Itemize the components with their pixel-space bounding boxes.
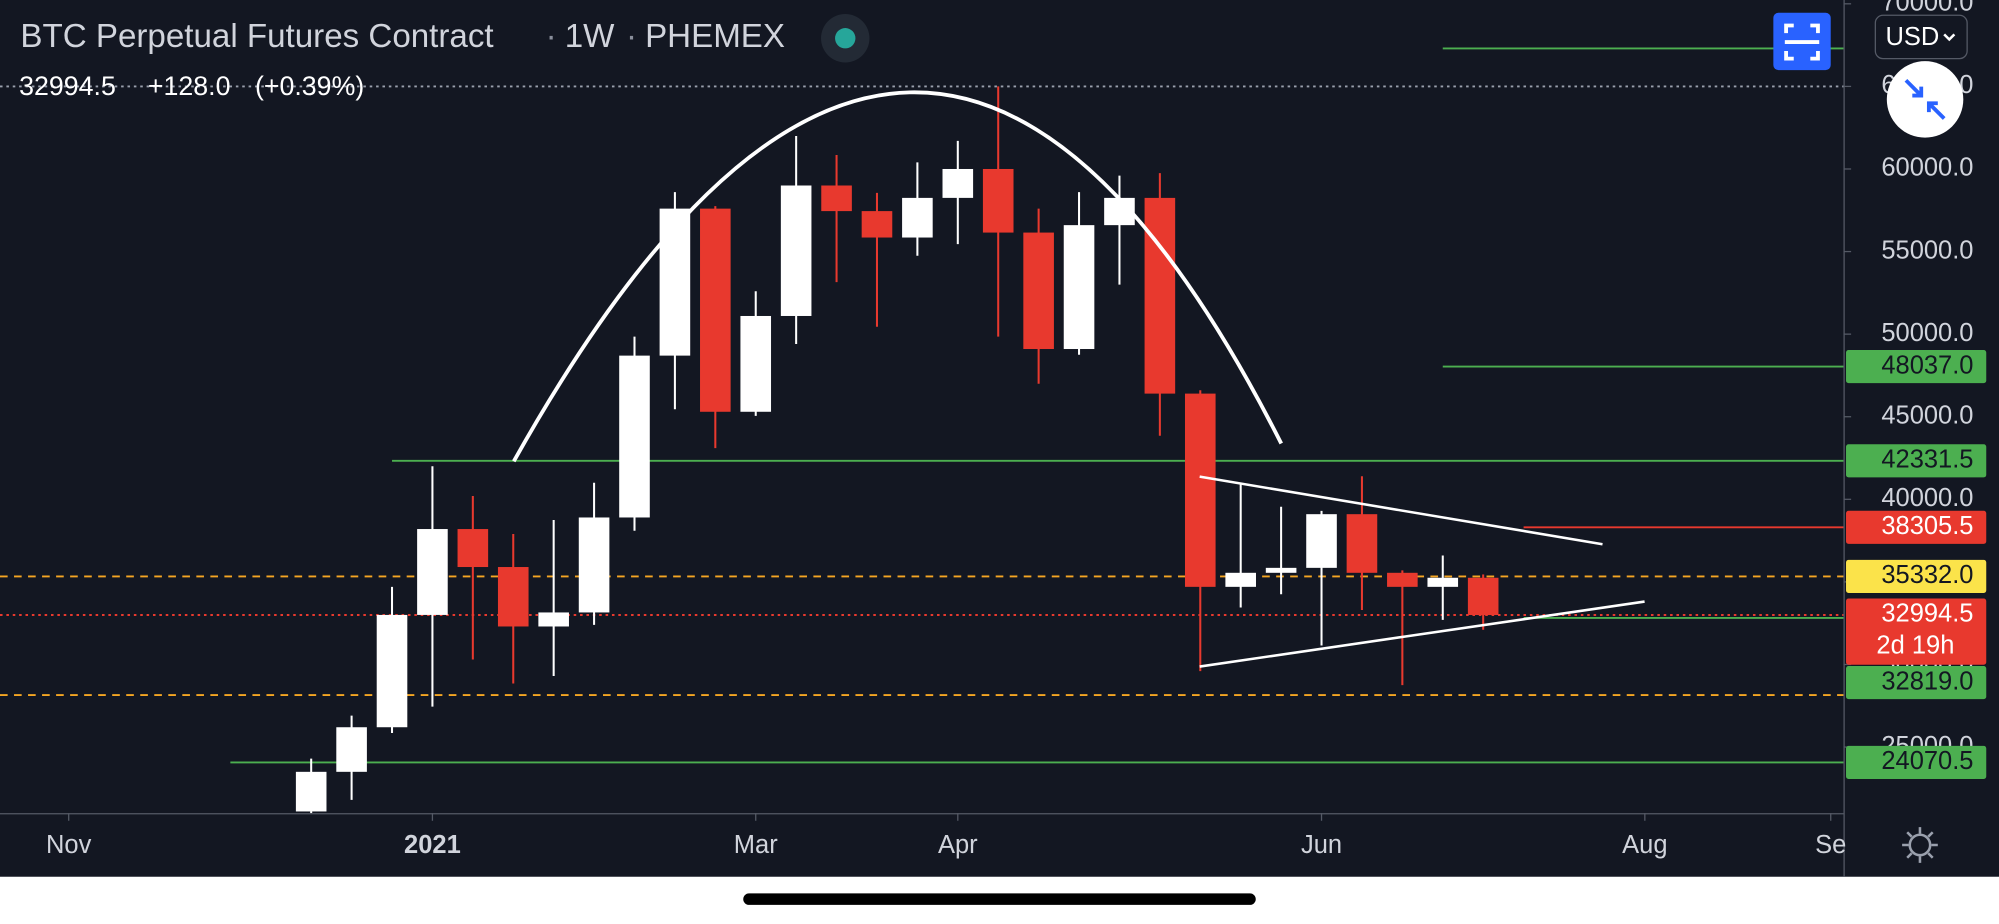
candles	[295, 86, 1499, 814]
drawings	[512, 90, 1645, 668]
price-label-box	[1846, 444, 1987, 478]
change: +128.0	[148, 71, 231, 101]
status-dot	[835, 28, 856, 49]
title: BTC Perpetual Futures Contract	[20, 18, 493, 55]
x-tick-label: Aug	[1622, 831, 1667, 859]
candle-body	[1306, 514, 1337, 568]
candle-body	[1063, 225, 1095, 350]
background	[0, 0, 1999, 877]
candle-body	[982, 168, 1014, 233]
candle-body	[1144, 197, 1176, 394]
change-percent: (+0.39%)	[255, 71, 364, 101]
x-tick-label: Jun	[1301, 831, 1342, 859]
y-tick-label: 60000.0	[1881, 154, 1973, 182]
trendline	[1199, 475, 1603, 546]
candle-body	[861, 211, 893, 238]
home-indicator	[743, 893, 1256, 905]
last-price: 32994.5	[19, 71, 116, 101]
exchange: PHEMEX	[645, 18, 785, 55]
candle-body	[578, 517, 610, 613]
candle-body	[497, 567, 529, 627]
candle-body	[659, 208, 691, 356]
y-tick-label: 70000.0	[1881, 0, 1973, 17]
candle-body	[1387, 572, 1418, 587]
price-label: 32994.5	[1881, 600, 1973, 628]
price-label-box	[1846, 665, 1987, 700]
x-tick-label: Mar	[734, 831, 778, 859]
candle-body	[740, 315, 772, 412]
y-tick-label: 50000.0	[1881, 319, 1973, 347]
compress-button[interactable]	[1886, 61, 1964, 138]
separator: ·	[626, 18, 637, 55]
x-tick-label: Apr	[938, 831, 978, 859]
candle-body	[376, 614, 408, 728]
x-tick-label: Se	[1815, 831, 1846, 859]
candle-body	[336, 727, 367, 772]
fullscreen-button[interactable]	[1773, 12, 1831, 71]
y-tick-label: 55000.0	[1881, 236, 1973, 264]
candle-body	[295, 771, 327, 812]
y-tick-label: 40000.0	[1881, 484, 1973, 512]
candle-body	[902, 197, 933, 238]
interval: 1W	[565, 18, 615, 55]
separator: ·	[546, 18, 557, 55]
candle-body	[619, 355, 650, 518]
candle-body	[1225, 572, 1256, 587]
price-label-box	[1846, 598, 1987, 665]
candle-body	[1184, 393, 1216, 587]
candle-body	[538, 612, 569, 627]
candle-body	[1467, 577, 1499, 616]
candle-body	[417, 529, 448, 615]
price-label: 32819.0	[1881, 667, 1973, 695]
candle-body	[457, 529, 489, 568]
price-label: 24070.5	[1881, 747, 1973, 775]
candle-body	[942, 168, 974, 198]
ohlc: 32994.5 +128.0 (+0.39%)	[19, 71, 364, 101]
price-label-box	[1846, 745, 1987, 779]
candle-body	[821, 185, 852, 212]
currency: USD	[1886, 23, 1940, 51]
candle-body	[780, 185, 812, 316]
candle-body	[700, 208, 731, 412]
settings-button[interactable]	[1902, 827, 1938, 863]
price-label: 35332.0	[1881, 561, 1973, 589]
price-label: 38305.5	[1881, 512, 1973, 540]
price-label: 48037.0	[1881, 351, 1973, 379]
countdown: 2d 19h	[1876, 632, 1954, 660]
trendline	[1199, 600, 1645, 668]
price-label-box	[1846, 559, 1987, 593]
price-label-box	[1846, 350, 1987, 384]
levels	[0, 47, 1844, 764]
x-tick-label: 2021	[404, 831, 461, 859]
candle-body	[1023, 232, 1054, 350]
header: BTC Perpetual Futures Contract · 1W · PH…	[20, 14, 870, 63]
candle-body	[1346, 514, 1378, 573]
y-tick-label: 45000.0	[1881, 401, 1973, 429]
price-labels: 48037.0 42331.5 38305.5 35332.0 32994.5 2d 19…	[1846, 350, 1987, 779]
x-tick-label: Nov	[46, 831, 92, 859]
candle-body	[1265, 567, 1297, 573]
price-label: 42331.5	[1881, 446, 1973, 474]
price-label-box	[1846, 510, 1987, 544]
currency-dropdown[interactable]: USD	[1874, 14, 1968, 60]
candle-body	[1427, 577, 1459, 587]
cup-arc	[512, 90, 1283, 463]
